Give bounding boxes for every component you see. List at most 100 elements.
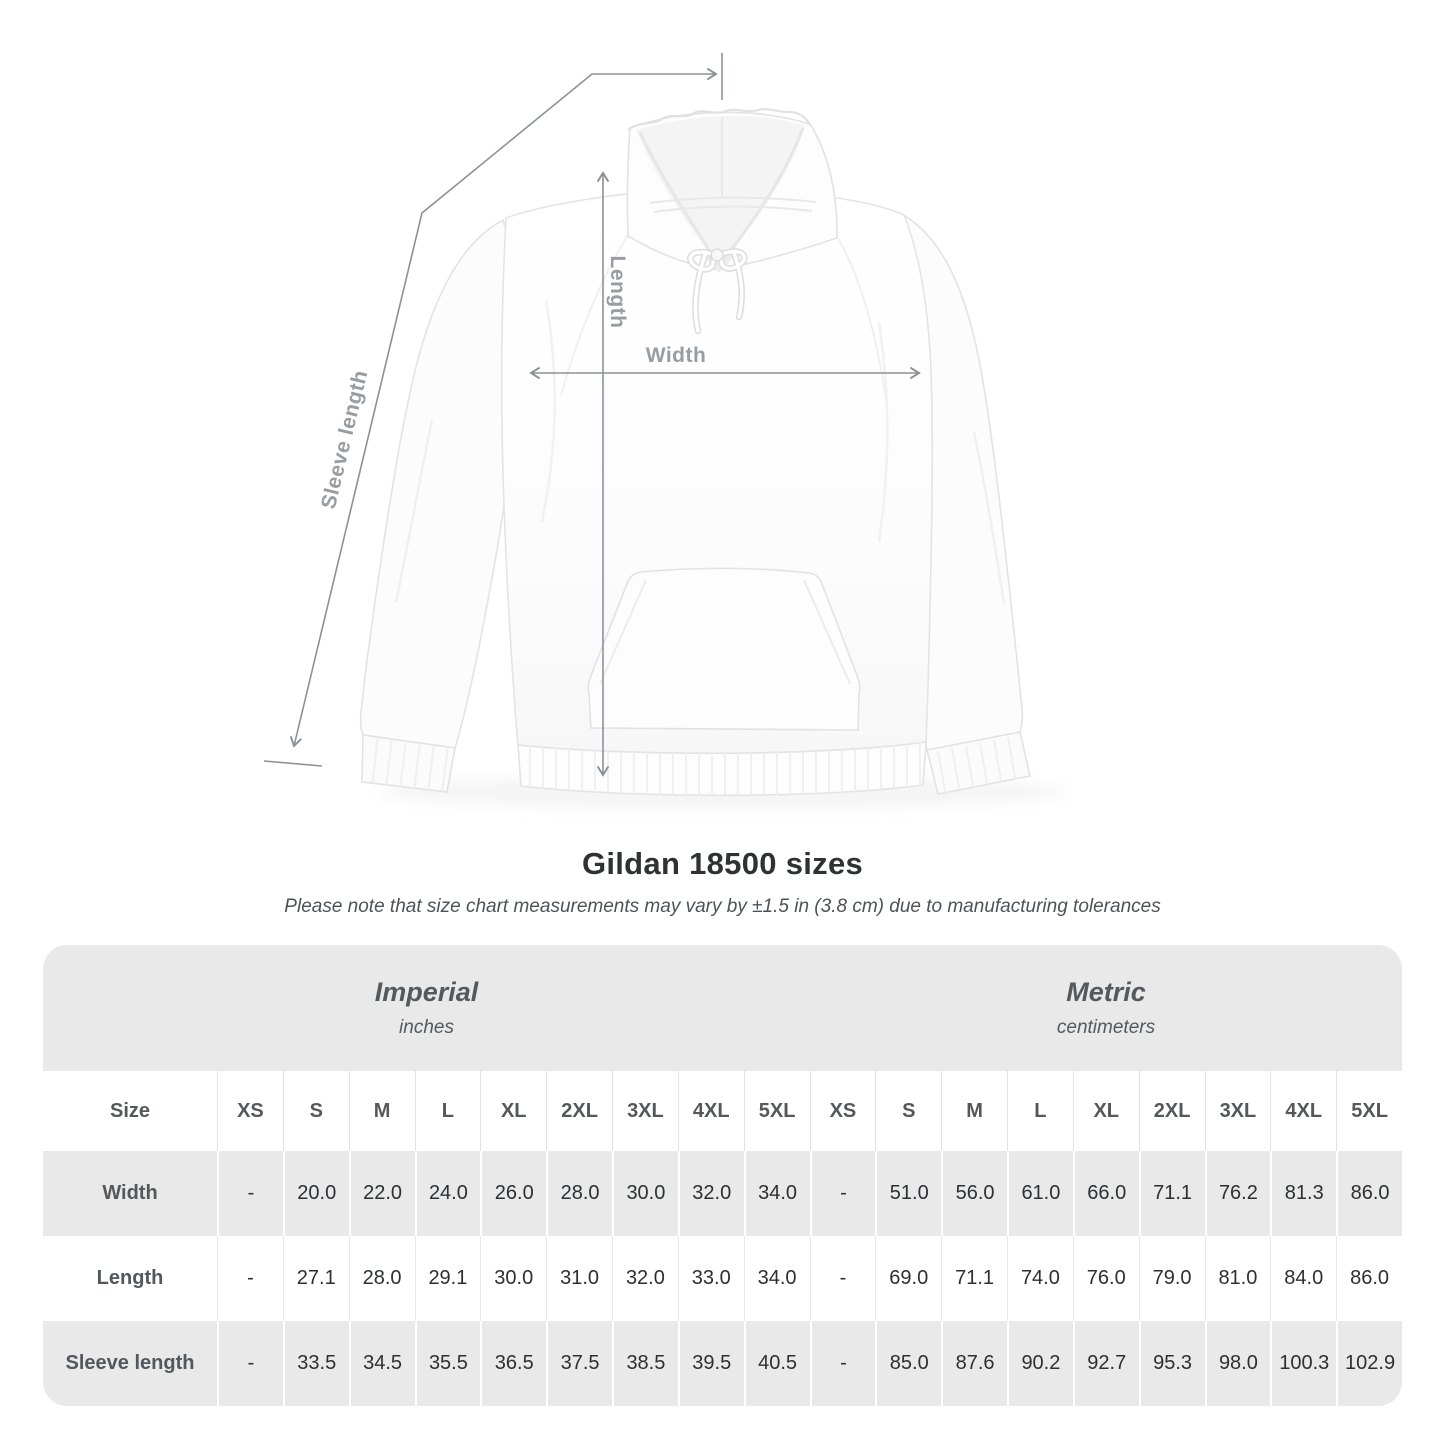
width-label: Width — [646, 344, 707, 367]
table-cell: 28.0 — [546, 1151, 612, 1236]
size-header: XS — [217, 1071, 283, 1151]
table-cell: 74.0 — [1007, 1236, 1073, 1321]
size-header: 2XL — [1138, 1071, 1205, 1151]
table-cell: 51.0 — [875, 1151, 941, 1236]
table-cell: 61.0 — [1007, 1151, 1073, 1236]
table-cell: 84.0 — [1270, 1236, 1336, 1321]
table-cell: 81.0 — [1204, 1236, 1271, 1321]
tolerance-note: Please note that size chart measurements… — [284, 896, 1161, 917]
drawstring-knot — [710, 248, 724, 262]
table-cell: 28.0 — [348, 1236, 415, 1321]
size-column-header: Size — [109, 1099, 151, 1122]
size-header: L — [1007, 1071, 1073, 1151]
hoodie-measurement-figure: Width Length Sleeve length — [263, 53, 1067, 809]
imperial-section-header: Imperial inches — [43, 945, 810, 1071]
size-header: XL — [480, 1071, 546, 1151]
table-cell: 102.9 — [1336, 1321, 1402, 1406]
right-chest-fold — [877, 321, 889, 543]
table-cell: 90.2 — [1007, 1321, 1073, 1406]
table-cell: - — [217, 1321, 283, 1406]
imperial-unit: inches — [399, 1017, 454, 1038]
table-cell: 34.0 — [743, 1151, 810, 1236]
table-cell: - — [217, 1236, 283, 1321]
size-header: XL — [1072, 1071, 1139, 1151]
row-label: Length — [96, 1267, 164, 1289]
table-cell: - — [809, 1321, 876, 1406]
table-cell: 66.0 — [1072, 1151, 1139, 1236]
table-cell: 87.6 — [941, 1321, 1007, 1406]
size-header: 4XL — [677, 1071, 744, 1151]
table-row-sleeve-length: Sleeve length - 33.5 34.5 35.5 36.5 37.5… — [43, 1321, 1402, 1406]
table-cell: - — [809, 1151, 876, 1236]
sleeve-length-label: Sleeve length — [317, 368, 372, 511]
pocket-right-stitch — [803, 579, 851, 685]
size-table: Imperial inches Metric centimeters Size … — [43, 945, 1402, 1406]
page-title: Gildan 18500 sizes — [581, 846, 864, 881]
table-cell: 29.1 — [414, 1236, 481, 1321]
table-cell: 56.0 — [941, 1151, 1007, 1236]
size-header-row: Size XS S M L XL 2XL 3XL 4XL 5XL XS S M … — [43, 1071, 1402, 1151]
imperial-title: Imperial — [374, 977, 479, 1007]
table-cell: 76.2 — [1204, 1151, 1271, 1236]
table-row-length: Length - 27.1 28.0 29.1 30.0 31.0 32.0 3… — [43, 1236, 1402, 1321]
table-cell: 34.0 — [743, 1236, 810, 1321]
table-cell: 27.1 — [282, 1236, 349, 1321]
right-sleeve-fold — [972, 431, 1006, 605]
metric-unit: centimeters — [1056, 1017, 1156, 1038]
table-cell: 39.5 — [677, 1321, 744, 1406]
table-cell: 31.0 — [546, 1236, 612, 1321]
table-cell: 76.0 — [1072, 1236, 1139, 1321]
table-cell: 81.3 — [1270, 1151, 1336, 1236]
row-label: Width — [102, 1182, 158, 1204]
size-header: M — [348, 1071, 415, 1151]
size-header: XS — [809, 1071, 876, 1151]
table-row-width: Width - 20.0 22.0 24.0 26.0 28.0 30.0 32… — [43, 1151, 1402, 1236]
table-cell: 71.1 — [1138, 1151, 1205, 1236]
table-cell: 32.0 — [612, 1236, 678, 1321]
table-cell: 30.0 — [480, 1236, 546, 1321]
left-sleeve — [359, 218, 519, 749]
size-header: 3XL — [612, 1071, 678, 1151]
size-header: M — [941, 1071, 1007, 1151]
size-header: S — [282, 1071, 349, 1151]
table-cell: - — [217, 1151, 283, 1236]
table-cell: 30.0 — [612, 1151, 678, 1236]
size-header: 4XL — [1270, 1071, 1336, 1151]
unit-header-band: Imperial inches Metric centimeters — [43, 945, 1402, 1071]
metric-section-header: Metric centimeters — [810, 945, 1402, 1071]
table-cell: 33.5 — [282, 1321, 349, 1406]
table-cell: 37.5 — [546, 1321, 612, 1406]
size-header: 5XL — [1336, 1071, 1402, 1151]
right-cuff-ribs — [937, 736, 1017, 794]
kangaroo-pocket — [587, 567, 861, 731]
sleeve-length-line — [289, 67, 718, 748]
length-label: Length — [606, 256, 629, 329]
right-cuff — [926, 731, 1031, 795]
size-header: 2XL — [546, 1071, 612, 1151]
table-cell: 98.0 — [1204, 1321, 1271, 1406]
sleeve-end-tick — [263, 760, 323, 767]
size-header: S — [875, 1071, 941, 1151]
table-cell: 33.0 — [677, 1236, 744, 1321]
table-cell: 85.0 — [875, 1321, 941, 1406]
table-cell: 24.0 — [414, 1151, 481, 1236]
size-header: L — [414, 1071, 481, 1151]
table-cell: 36.5 — [480, 1321, 546, 1406]
table-cell: 20.0 — [282, 1151, 349, 1236]
table-cell: 100.3 — [1270, 1321, 1336, 1406]
table-cell: 22.0 — [348, 1151, 415, 1236]
row-label: Sleeve length — [65, 1352, 195, 1374]
table-cell: 69.0 — [875, 1236, 941, 1321]
left-cuff-ribs — [371, 735, 449, 792]
table-cell: 34.5 — [348, 1321, 415, 1406]
table-cell: 86.0 — [1336, 1151, 1402, 1236]
size-header: 3XL — [1204, 1071, 1271, 1151]
table-cell: - — [809, 1236, 876, 1321]
table-cell: 79.0 — [1138, 1236, 1205, 1321]
table-cell: 26.0 — [480, 1151, 546, 1236]
table-cell: 86.0 — [1336, 1236, 1402, 1321]
measurement-arrows — [263, 53, 921, 777]
table-cell: 40.5 — [743, 1321, 810, 1406]
table-cell: 92.7 — [1072, 1321, 1139, 1406]
hoodie-illustration — [359, 108, 1067, 809]
